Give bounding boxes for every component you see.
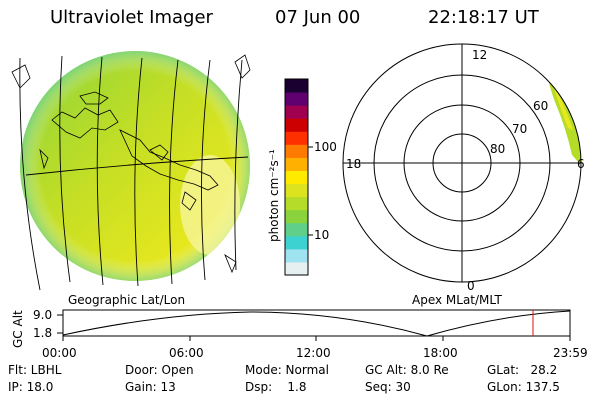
colorbar-label-100: 100 (314, 140, 337, 154)
altitude-curve (62, 310, 571, 337)
x-label-06: 06:00 (169, 346, 204, 360)
altitude-frame (62, 309, 571, 337)
bright-patch (180, 155, 240, 255)
y-label-9: 9.0 (33, 308, 52, 322)
polar-rings (342, 43, 582, 283)
colorbar-frame (284, 78, 309, 276)
colorbar-cell (285, 248, 308, 263)
coastlines (39, 91, 219, 211)
geographic-panel-label: Geographic Lat/Lon (68, 293, 185, 307)
colorbar-unit-label: photon cm⁻²s⁻¹ (267, 149, 281, 242)
observation-date: 07 Jun 00 (275, 7, 361, 28)
colorbar-cell (285, 79, 308, 93)
colorbar-cell (285, 235, 308, 250)
graticule (19, 55, 249, 291)
info-glat: GLat: 28.2 (487, 363, 558, 377)
info-seq: Seq: 30 (365, 380, 411, 394)
observation-time: 22:18:17 UT (428, 7, 539, 28)
info-door: Door: Open (125, 363, 194, 377)
colorbar-cell (285, 118, 308, 132)
colorbar-cell (285, 131, 308, 145)
colorbar: 100 10 photon cm⁻²s⁻¹ (267, 78, 337, 276)
x-label-00: 00:00 (42, 346, 77, 360)
y-label-1.8: 1.8 (33, 326, 52, 340)
polar-plot: 12 18 6 0 60 70 80 (342, 43, 585, 293)
mlt-label-12: 12 (472, 48, 487, 62)
mlt-label-0: 0 (467, 279, 475, 293)
colorbar-cell (285, 183, 308, 198)
colorbar-label-10: 10 (314, 228, 329, 242)
geographic-image (11, 51, 251, 291)
info-gc-alt: GC Alt: 8.0 Re (365, 363, 449, 377)
colorbar-cell (285, 170, 308, 185)
colorbar-cell (285, 222, 308, 237)
polar-panel-label: Apex MLat/MLT (412, 293, 502, 307)
info-filter: Flt: LBHL (8, 363, 62, 377)
x-tick-marks (62, 336, 571, 341)
mlt-label-18: 18 (346, 157, 361, 171)
info-ip: IP: 18.0 (8, 380, 54, 394)
colorbar-cell (285, 261, 308, 276)
mlat-label-70: 70 (512, 122, 527, 136)
x-label-2359: 23:59 (553, 346, 588, 360)
colorbar-cells (285, 79, 308, 276)
colorbar-cell (285, 144, 308, 158)
info-mode: Mode: Normal (245, 363, 329, 377)
colorbar-cell (285, 92, 308, 106)
colorbar-cell (285, 196, 308, 211)
info-gain: Gain: 13 (125, 380, 176, 394)
altitude-plot: 9.0 1.8 GC Alt 00:00 06:00 12:00 18:00 2… (11, 308, 588, 360)
mlat-label-60: 60 (533, 99, 548, 113)
altitude-axis-label: GC Alt (11, 310, 25, 348)
auroral-bright (552, 82, 573, 130)
info-glon: GLon: 137.5 (487, 380, 560, 394)
colorbar-cell (285, 157, 308, 171)
instrument-title: Ultraviolet Imager (50, 7, 213, 28)
mlat-label-80: 80 (490, 142, 505, 156)
mlt-label-6: 6 (577, 157, 585, 171)
x-label-18: 18:00 (423, 346, 458, 360)
info-dsp: Dsp: 1.8 (245, 380, 307, 394)
x-label-12: 12:00 (296, 346, 331, 360)
colorbar-cell (285, 209, 308, 224)
colorbar-cell (285, 105, 308, 119)
outer-coastlines (11, 54, 251, 274)
